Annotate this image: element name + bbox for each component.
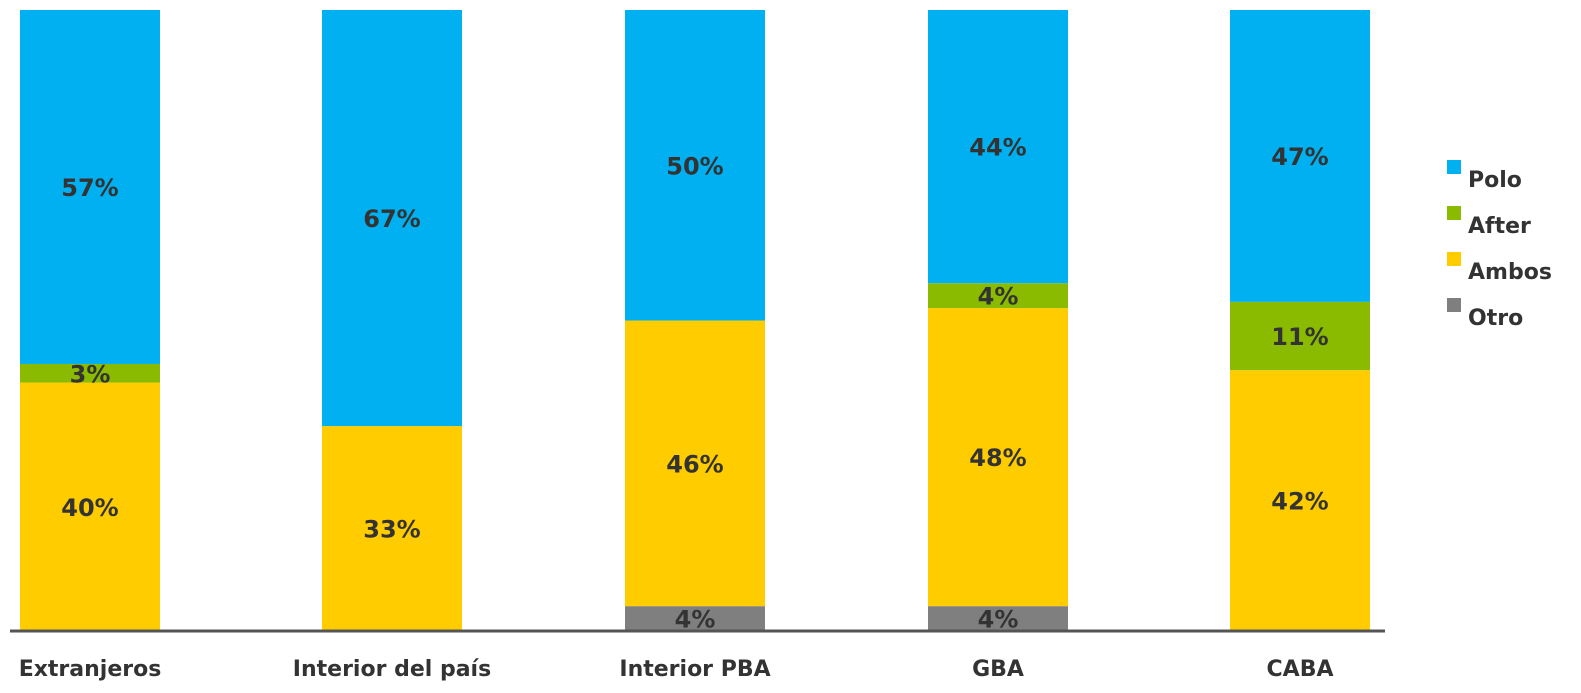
data-label-otro-interior-pba: 4% — [675, 606, 716, 634]
legend-label-polo: Polo — [1468, 168, 1522, 193]
legend-swatch-otro — [1447, 298, 1461, 312]
category-label-interior-pba: Interior PBA — [619, 657, 770, 682]
bar-segment-after-extranjeros — [20, 363, 160, 383]
bar-segment-polo-caba — [1230, 10, 1370, 302]
bar-segment-after-caba — [1230, 301, 1370, 371]
data-label-ambos-extranjeros: 40% — [61, 494, 118, 522]
category-label-extranjeros: Extranjeros — [19, 657, 162, 682]
bar-segment-polo-gba — [928, 10, 1068, 284]
category-label-interior-del-pais: Interior del país — [293, 657, 491, 682]
data-label-ambos-interior-del-pais: 33% — [363, 516, 420, 544]
legend-label-after: After — [1468, 214, 1531, 239]
bar-segment-ambos-interior-pba — [625, 320, 765, 607]
bar-segment-polo-extranjeros — [20, 10, 160, 364]
bar-segment-otro-interior-pba — [625, 606, 765, 631]
bar-segment-ambos-caba — [1230, 370, 1370, 631]
data-label-after-gba: 4% — [978, 283, 1019, 311]
legend-label-otro: Otro — [1468, 306, 1523, 331]
data-label-ambos-caba: 42% — [1271, 488, 1328, 516]
legend: Polo After Ambos Otro — [1447, 160, 1552, 331]
bar-segment-polo-interior-pba — [625, 10, 765, 321]
bar-segment-otro-gba — [928, 606, 1068, 631]
data-label-polo-interior-del-pais: 67% — [363, 205, 420, 233]
bar-segment-after-gba — [928, 283, 1068, 309]
bar-segment-polo-interior-del-pais — [322, 10, 462, 427]
legend-label-ambos: Ambos — [1468, 260, 1552, 285]
data-label-polo-extranjeros: 57% — [61, 174, 118, 202]
category-label-caba: CABA — [1267, 657, 1334, 682]
category-labels: Extranjeros Interior del país Interior PBA… — [19, 657, 1334, 682]
legend-swatch-ambos — [1447, 252, 1461, 266]
data-label-ambos-gba: 48% — [969, 444, 1026, 472]
bar-segment-ambos-extranjeros — [20, 382, 160, 631]
data-label-otro-gba: 4% — [978, 606, 1019, 634]
data-label-after-extranjeros: 3% — [70, 360, 111, 388]
bar-segment-ambos-gba — [928, 308, 1068, 607]
bar-segment-ambos-interior-del-pais — [322, 426, 462, 631]
bars-group: 40% 3% 57% 33% 67% 4% 46% 50% 4% 48% 4% 44% 42% 11% 47… — [20, 10, 1370, 634]
legend-swatch-after — [1447, 206, 1461, 220]
data-label-ambos-interior-pba: 46% — [666, 450, 723, 478]
category-label-gba: GBA — [972, 657, 1024, 682]
data-label-after-caba: 11% — [1271, 323, 1328, 351]
data-label-polo-gba: 44% — [969, 134, 1026, 162]
data-label-polo-interior-pba: 50% — [666, 152, 723, 180]
legend-swatch-polo — [1447, 160, 1461, 174]
data-label-polo-caba: 47% — [1271, 143, 1328, 171]
